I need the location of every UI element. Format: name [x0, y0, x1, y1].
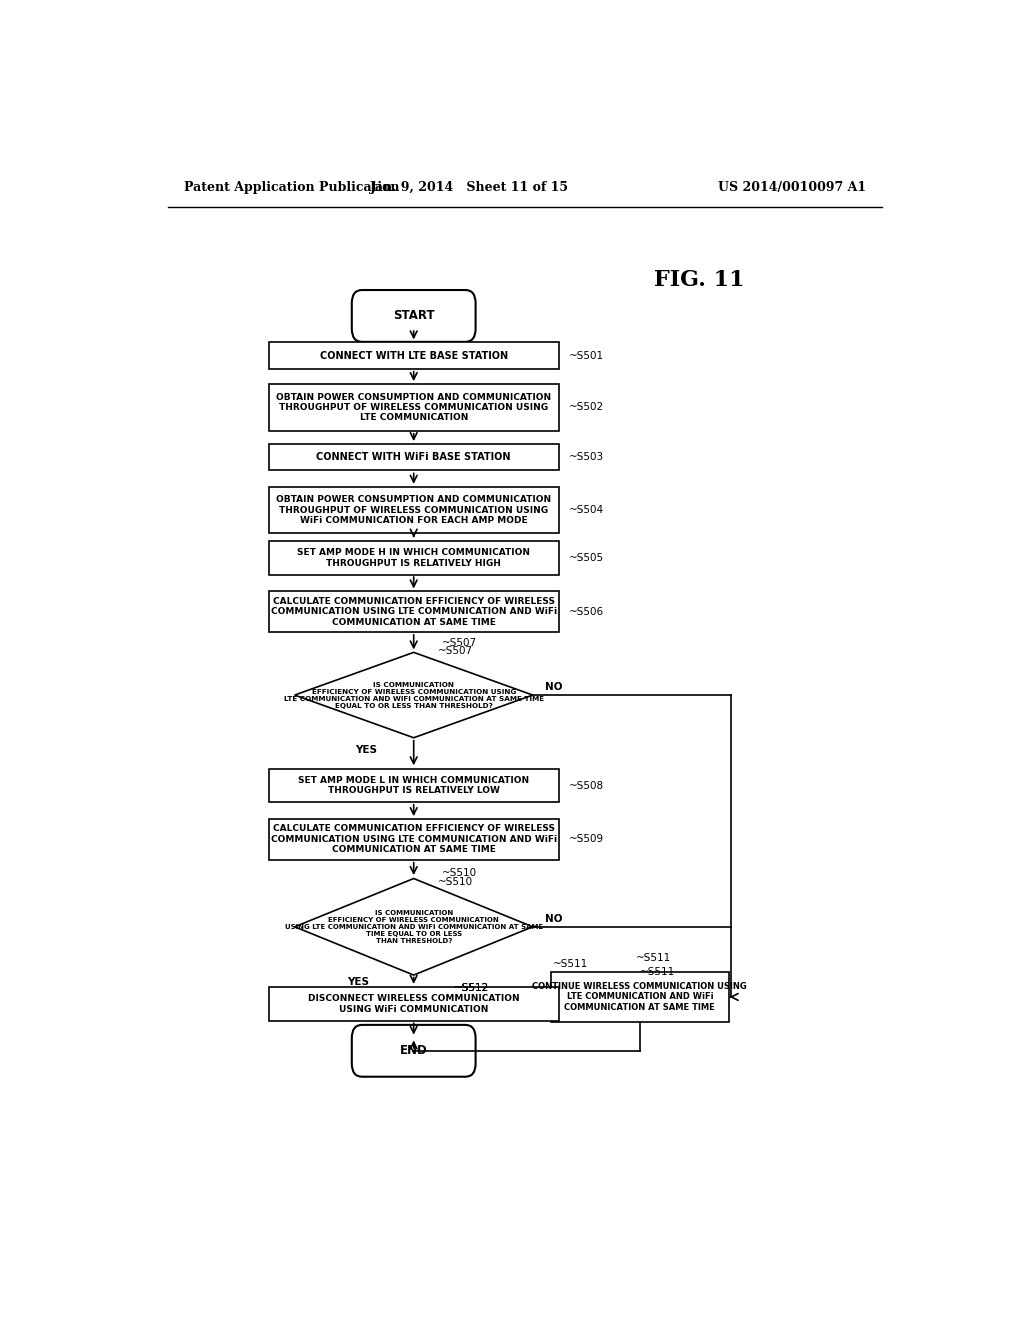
Text: ~S508: ~S508 [568, 780, 603, 791]
Text: US 2014/0010097 A1: US 2014/0010097 A1 [718, 181, 866, 194]
Text: ~S502: ~S502 [568, 403, 603, 412]
Text: ~S510: ~S510 [441, 869, 476, 878]
Text: CONNECT WITH LTE BASE STATION: CONNECT WITH LTE BASE STATION [319, 351, 508, 360]
Text: ~S509: ~S509 [568, 834, 603, 845]
Text: YES: YES [347, 977, 369, 986]
Text: NO: NO [545, 913, 562, 924]
Text: IS COMMUNICATION
EFFICIENCY OF WIRELESS COMMUNICATION USING
LTE COMMUNICATION AN: IS COMMUNICATION EFFICIENCY OF WIRELESS … [284, 681, 544, 709]
Text: IS COMMUNICATION
EFFICIENCY OF WIRELESS COMMUNICATION
USING LTE COMMUNICATION AN: IS COMMUNICATION EFFICIENCY OF WIRELESS … [285, 909, 543, 944]
Text: DISCONNECT WIRELESS COMMUNICATION
USING WiFi COMMUNICATION: DISCONNECT WIRELESS COMMUNICATION USING … [308, 994, 519, 1014]
Text: NO: NO [545, 682, 562, 692]
FancyBboxPatch shape [269, 342, 558, 368]
Text: ~S506: ~S506 [568, 607, 603, 616]
FancyBboxPatch shape [269, 487, 558, 533]
Text: ~S511: ~S511 [553, 960, 588, 969]
Text: ~S505: ~S505 [568, 553, 603, 562]
Text: ~S503: ~S503 [568, 453, 603, 462]
Text: ~S507: ~S507 [441, 639, 476, 648]
Text: ~S511: ~S511 [640, 966, 675, 977]
Text: ~S512: ~S512 [454, 983, 488, 993]
Text: START: START [393, 309, 434, 322]
FancyBboxPatch shape [551, 972, 729, 1022]
Text: ~S510: ~S510 [437, 876, 473, 887]
Text: ~S511: ~S511 [636, 953, 671, 964]
Text: CONTINUE WIRELESS COMMUNICATION USING
LTE COMMUNICATION AND WiFi
COMMUNICATION A: CONTINUE WIRELESS COMMUNICATION USING LT… [532, 982, 748, 1012]
Text: ~S512: ~S512 [454, 983, 488, 993]
Text: OBTAIN POWER CONSUMPTION AND COMMUNICATION
THROUGHPUT OF WIRELESS COMMUNICATION : OBTAIN POWER CONSUMPTION AND COMMUNICATI… [276, 495, 551, 525]
Text: YES: YES [355, 744, 377, 755]
Text: ~S501: ~S501 [568, 351, 603, 360]
FancyBboxPatch shape [269, 591, 558, 632]
Text: CALCULATE COMMUNICATION EFFICIENCY OF WIRELESS
COMMUNICATION USING LTE COMMUNICA: CALCULATE COMMUNICATION EFFICIENCY OF WI… [270, 597, 557, 627]
Text: Patent Application Publication: Patent Application Publication [183, 181, 399, 194]
FancyBboxPatch shape [269, 541, 558, 574]
Text: END: END [399, 1044, 428, 1057]
FancyBboxPatch shape [269, 818, 558, 859]
Polygon shape [295, 879, 532, 975]
Text: SET AMP MODE H IN WHICH COMMUNICATION
THROUGHPUT IS RELATIVELY HIGH: SET AMP MODE H IN WHICH COMMUNICATION TH… [297, 548, 530, 568]
FancyBboxPatch shape [269, 444, 558, 470]
Polygon shape [295, 652, 532, 738]
FancyBboxPatch shape [269, 987, 558, 1020]
Text: SET AMP MODE L IN WHICH COMMUNICATION
THROUGHPUT IS RELATIVELY LOW: SET AMP MODE L IN WHICH COMMUNICATION TH… [298, 776, 529, 795]
Text: ~S507: ~S507 [437, 647, 473, 656]
Text: CONNECT WITH WiFi BASE STATION: CONNECT WITH WiFi BASE STATION [316, 453, 511, 462]
Text: ~S504: ~S504 [568, 506, 603, 515]
FancyBboxPatch shape [269, 768, 558, 803]
FancyBboxPatch shape [352, 1024, 475, 1077]
Text: Jan. 9, 2014   Sheet 11 of 15: Jan. 9, 2014 Sheet 11 of 15 [370, 181, 568, 194]
Text: FIG. 11: FIG. 11 [654, 269, 744, 292]
Text: ~S512: ~S512 [454, 983, 488, 993]
Text: OBTAIN POWER CONSUMPTION AND COMMUNICATION
THROUGHPUT OF WIRELESS COMMUNICATION : OBTAIN POWER CONSUMPTION AND COMMUNICATI… [276, 392, 551, 422]
FancyBboxPatch shape [269, 384, 558, 430]
Text: CALCULATE COMMUNICATION EFFICIENCY OF WIRELESS
COMMUNICATION USING LTE COMMUNICA: CALCULATE COMMUNICATION EFFICIENCY OF WI… [270, 825, 557, 854]
FancyBboxPatch shape [352, 290, 475, 342]
